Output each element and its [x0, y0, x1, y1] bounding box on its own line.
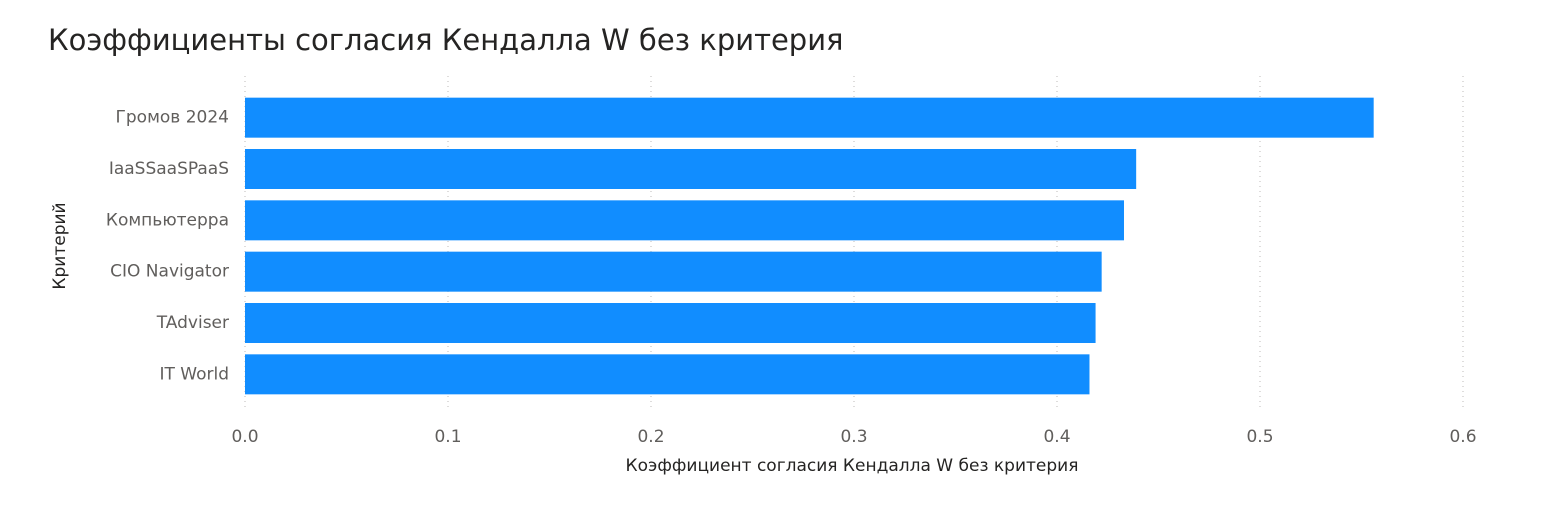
bar [245, 303, 1096, 343]
chart-title: Коэффициенты согласия Кендалла W без кри… [48, 23, 844, 57]
x-tick-label: 0.1 [434, 427, 461, 447]
bar [245, 200, 1124, 241]
bar [245, 251, 1102, 292]
x-tick-label: 0.0 [231, 427, 258, 447]
x-tick-label: 0.5 [1246, 427, 1273, 447]
y-tick-label: Компьютерра [106, 210, 229, 230]
bar [245, 354, 1090, 395]
y-tick-label: Громов 2024 [116, 108, 229, 128]
x-tick-label: 0.3 [840, 427, 867, 447]
y-tick-label: IT World [159, 364, 229, 384]
x-tick-label: 0.6 [1449, 427, 1476, 447]
y-tick-label: IaaSSaaSPaaS [109, 159, 229, 179]
x-tick-label: 0.2 [637, 427, 664, 447]
x-axis-label: Коэффициент согласия Кендалла W без крит… [626, 456, 1079, 476]
y-axis-label: Критерий [50, 202, 70, 289]
x-tick-label: 0.4 [1043, 427, 1070, 447]
bar [245, 149, 1137, 189]
y-tick-label: TAdviser [156, 313, 229, 333]
y-tick-label: CIO Navigator [110, 262, 229, 282]
bar [245, 97, 1374, 138]
